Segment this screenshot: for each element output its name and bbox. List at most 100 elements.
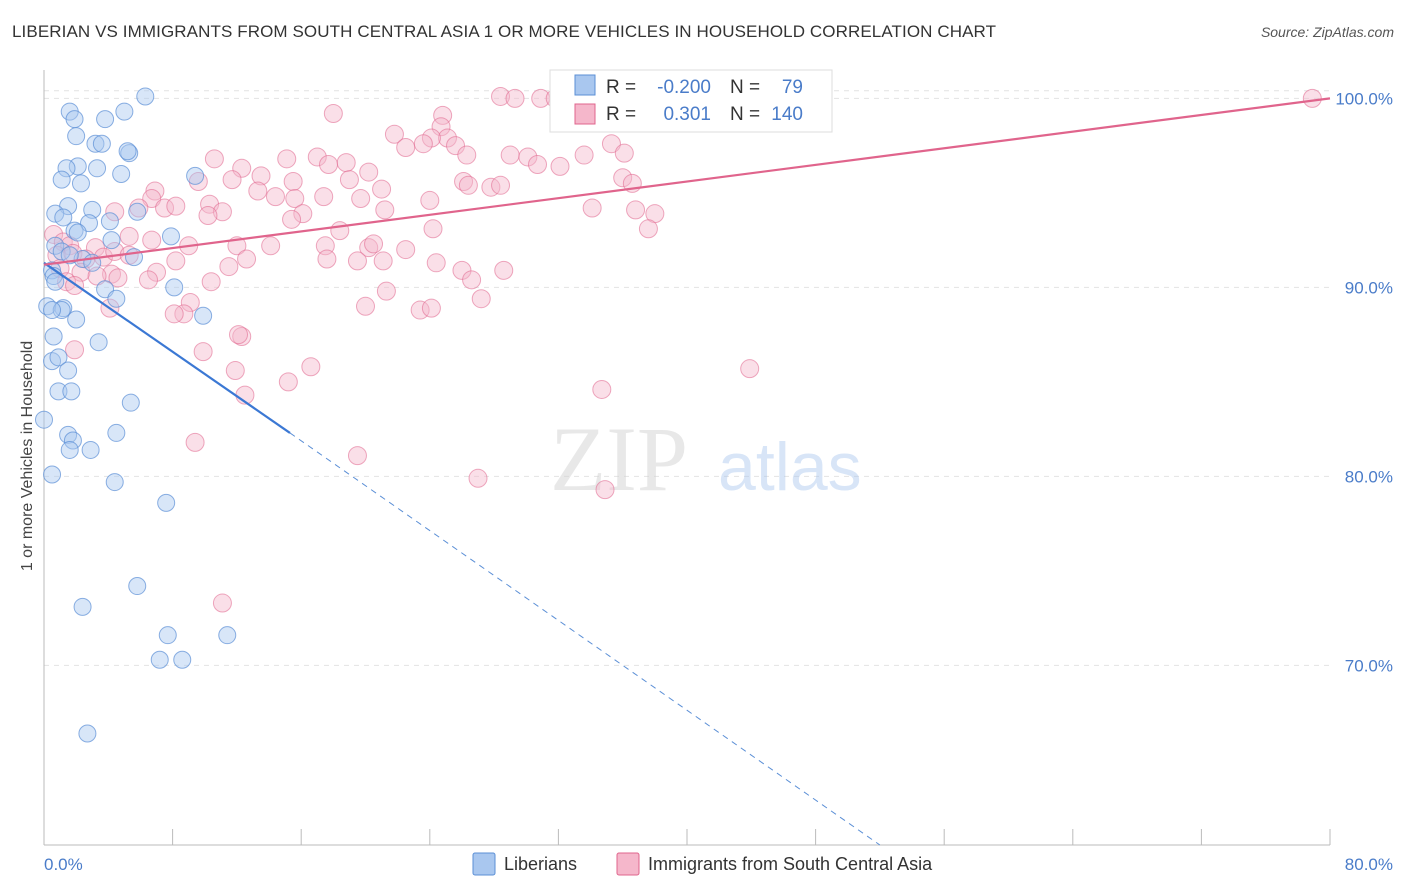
pink-point [265, 187, 285, 207]
blue-point [68, 157, 87, 176]
blue-point [71, 174, 90, 193]
bottom-legend-pink-swatch [616, 852, 640, 876]
blue-point [194, 306, 213, 325]
blue-point [67, 127, 86, 146]
pink-point [225, 361, 245, 381]
blue-point [150, 650, 169, 669]
pink-point [413, 134, 433, 154]
blue-point [128, 202, 147, 221]
pink-point [232, 327, 252, 347]
blue-trend-line [43, 261, 291, 434]
pink-point [229, 325, 249, 345]
chart-source: Source: ZipAtlas.com [1260, 24, 1394, 40]
pink-point [468, 468, 488, 488]
pink-point [505, 88, 525, 108]
pink-point [307, 147, 327, 167]
x-tick-label-min: 0.0% [44, 855, 83, 874]
pink-point [426, 253, 446, 273]
pink-point [500, 145, 520, 165]
pink-point [285, 189, 305, 209]
blue-point [65, 221, 84, 240]
blue-point [49, 348, 68, 367]
blue-point [136, 87, 155, 106]
legend-blue-r-value: -0.200 [657, 77, 711, 98]
pink-point [119, 226, 139, 246]
pink-point [277, 149, 297, 169]
y-tick-label: 90.0% [1345, 278, 1393, 297]
pink-point [351, 189, 371, 209]
blue-point [86, 134, 105, 153]
pink-point [248, 181, 268, 201]
blue-point [73, 597, 92, 616]
pink-point [278, 372, 298, 392]
watermark-zip: ZIP [550, 408, 688, 510]
stats-legend-box [549, 69, 833, 133]
pink-point [198, 206, 218, 226]
y-axis-label: 1 or more Vehicles in Household [19, 341, 36, 571]
blue-point [186, 166, 205, 185]
bottom-legend-blue-label: Liberians [504, 854, 577, 874]
pink-point [142, 189, 162, 209]
blue-point [60, 246, 79, 265]
chart-title: LIBERIAN VS IMMIGRANTS FROM SOUTH CENTRA… [12, 22, 997, 41]
bottom-legend-pink-label: Immigrants from South Central Asia [648, 854, 933, 874]
pink-series-points [44, 86, 1322, 613]
blue-point [59, 425, 78, 444]
blue-point [60, 440, 79, 459]
blue-series-points [35, 87, 237, 743]
pink-point [740, 359, 760, 379]
blue-point [78, 724, 97, 743]
pink-point [105, 202, 125, 222]
blue-point [218, 626, 237, 645]
blue-point [158, 626, 177, 645]
blue-point [92, 134, 111, 153]
legend-pink-n-value: 140 [771, 104, 803, 125]
bottom-legend-blue-swatch [472, 852, 496, 876]
blue-point [83, 200, 102, 219]
pink-point [330, 221, 350, 241]
pink-point [301, 357, 321, 377]
pink-point [282, 209, 302, 229]
pink-point [373, 251, 393, 271]
pink-point [491, 86, 511, 106]
blue-point [107, 423, 126, 442]
stats-legend: R = -0.200 N = 79 R = 0.301 N = 140 [549, 69, 833, 133]
pink-point [550, 156, 570, 176]
pink-point [323, 103, 343, 123]
pink-point [283, 172, 303, 192]
pink-point [423, 219, 443, 239]
pink-point [44, 224, 64, 244]
pink-point [375, 200, 395, 220]
blue-point [49, 382, 68, 401]
blue-point [118, 142, 137, 161]
pink-point [166, 196, 186, 216]
pink-point [614, 143, 634, 163]
pink-point [481, 177, 501, 197]
blue-point [43, 301, 62, 320]
pink-point [582, 198, 602, 218]
blue-point [52, 170, 71, 189]
pink-point [164, 304, 184, 324]
pink-point [193, 342, 213, 362]
legend-blue-n-label: N = [730, 77, 760, 98]
blue-point [46, 272, 65, 291]
blue-point [105, 473, 124, 492]
pink-point [601, 134, 621, 154]
blue-point [102, 231, 121, 250]
blue-point [165, 278, 184, 297]
pink-point [219, 257, 239, 277]
pink-point [372, 179, 392, 199]
blue-point [88, 159, 107, 178]
pink-point [166, 251, 186, 271]
pink-point [1302, 88, 1322, 108]
legend-blue-swatch [574, 74, 596, 96]
pink-point [261, 236, 281, 256]
blue-point [67, 310, 86, 329]
pink-point [359, 162, 379, 182]
blue-point [52, 301, 71, 320]
pink-point [638, 219, 658, 239]
pink-point [142, 230, 162, 250]
blue-point [161, 227, 180, 246]
blue-point [100, 212, 119, 231]
